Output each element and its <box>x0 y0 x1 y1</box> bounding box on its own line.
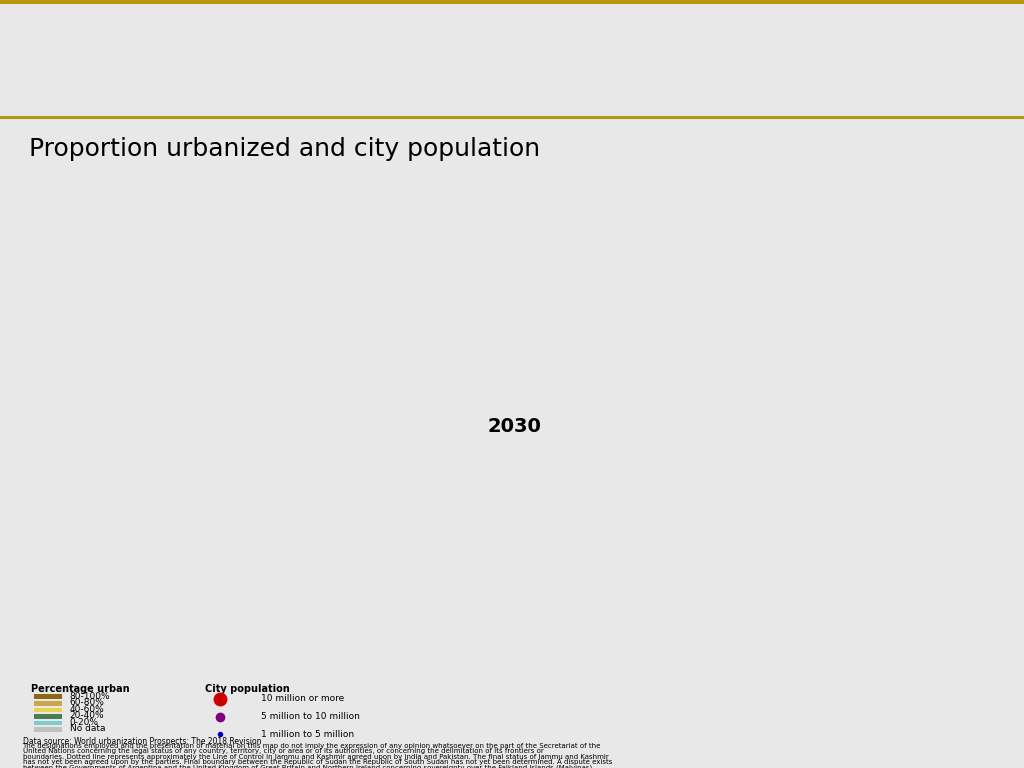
Text: 60-80%: 60-80% <box>70 698 104 707</box>
Bar <box>34 707 62 712</box>
Text: 10 million or more: 10 million or more <box>261 694 344 703</box>
Text: Data source: World urbanization Prospects: The 2018 Revision: Data source: World urbanization Prospect… <box>23 737 261 746</box>
Text: United Nations concerning the legal status of any country, territory, city or ar: United Nations concerning the legal stat… <box>23 748 544 754</box>
Text: 20-40%: 20-40% <box>70 711 104 720</box>
Bar <box>34 727 62 732</box>
Text: between the Governments of Argentina and the United Kingdom of Great Britain and: between the Governments of Argentina and… <box>23 765 594 768</box>
Text: 40-60%: 40-60% <box>70 705 104 713</box>
Text: has not yet been agreed upon by the parties. Final boundary between the Republic: has not yet been agreed upon by the part… <box>23 760 612 765</box>
Text: No data: No data <box>70 724 105 733</box>
Bar <box>34 720 62 725</box>
Bar <box>34 701 62 706</box>
Text: Proportion urbanized and city population: Proportion urbanized and city population <box>29 137 540 161</box>
Text: 0-20%: 0-20% <box>70 718 98 727</box>
Text: Percentage urban: Percentage urban <box>31 684 129 694</box>
Text: City population: City population <box>205 684 290 694</box>
Text: 5 million to 10 million: 5 million to 10 million <box>261 712 360 721</box>
Bar <box>34 714 62 719</box>
Text: boundaries. Dotted line represents approximately the Line of Control in Jammu an: boundaries. Dotted line represents appro… <box>23 754 608 760</box>
Bar <box>34 694 62 699</box>
Text: 80-100%: 80-100% <box>70 691 111 700</box>
Text: © 2018 United Nations. DESA, Population Division. Licensed under Creative Common: © 2018 United Nations. DESA, Population … <box>23 767 402 768</box>
Text: 1 million to 5 million: 1 million to 5 million <box>261 730 354 739</box>
Text: 2030: 2030 <box>487 417 542 435</box>
Text: The designations employed and the presentation of material on this map do not im: The designations employed and the presen… <box>23 743 601 749</box>
